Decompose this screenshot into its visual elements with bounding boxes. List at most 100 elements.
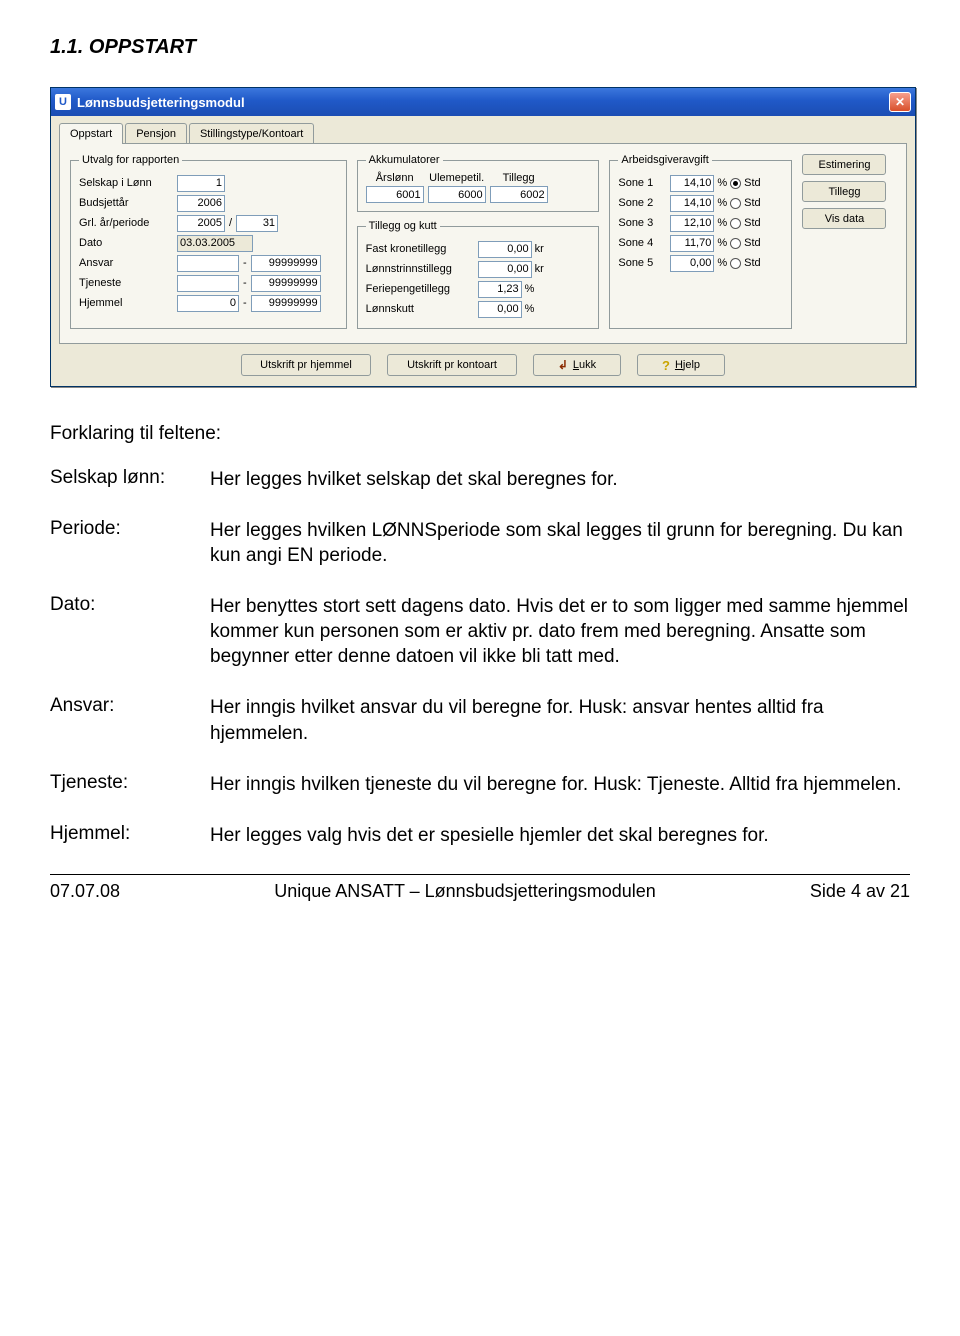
akk-label-0: Årslønn [376,172,414,184]
sone-radio[interactable] [730,178,741,189]
definition-desc: Her legges hvilket selskap det skal bere… [210,467,618,492]
label-lonnskutt: Lønnskutt [366,303,478,315]
input-selskap[interactable] [177,175,225,192]
sone-radio[interactable] [730,258,741,269]
label-feriepenge: Feriepengetillegg [366,283,478,295]
sone-std-label: Std [744,217,761,229]
label-hjemmel: Hjemmel [79,297,177,309]
akk-label-1: Ulemepetil. [429,172,484,184]
middle-column: Akkumulatorer Årslønn Ulemepetil. [357,154,600,329]
page-footer: 07.07.08 Unique ANSATT – Lønnsbudsjetter… [50,874,910,902]
group-utvalg: Utvalg for rapporten Selskap i Lønn Buds… [70,154,347,329]
sone-row: Sone 2% Std [618,194,783,212]
definition-term: Ansvar: [50,695,210,745]
input-grl-period[interactable] [236,215,278,232]
input-hjemmel-to[interactable] [251,295,321,312]
tab-oppstart[interactable]: Oppstart [59,123,123,144]
definition-term: Periode: [50,518,210,568]
unit-pct: % [717,217,727,229]
sone-radio[interactable] [730,218,741,229]
definition-desc: Her benyttes stort sett dagens dato. Hvi… [210,594,910,669]
sone-std-label: Std [744,197,761,209]
sone-radio[interactable] [730,238,741,249]
sone-label: Sone 5 [618,257,670,269]
tab-stillingstype[interactable]: Stillingstype/Kontoart [189,123,314,144]
akk-label-2: Tillegg [503,172,535,184]
definitions: Selskap lønn:Her legges hvilket selskap … [50,467,910,848]
body-heading: Forklaring til feltene: [50,423,910,445]
akk-input-0[interactable] [366,186,424,203]
sone-row: Sone 4% Std [618,234,783,252]
sone-label: Sone 3 [618,217,670,229]
sone-label: Sone 1 [618,177,670,189]
close-icon[interactable]: ✕ [889,92,911,112]
definition-row: Selskap lønn:Her legges hvilket selskap … [50,467,910,492]
titlebar: U Lønnsbudsjetteringsmodul ✕ [51,88,915,116]
window-body: Oppstart Pensjon Stillingstype/Kontoart … [51,116,915,386]
sone-std-label: Std [744,237,761,249]
input-lonnskutt[interactable] [478,301,522,318]
group-arbeidsgiveravgift: Arbeidsgiveravgift Sone 1%StdSone 2%StdS… [609,154,792,329]
button-estimering[interactable]: Estimering [802,154,886,175]
input-feriepenge[interactable] [478,281,522,298]
sone-label: Sone 2 [618,197,670,209]
group-akkumulator: Akkumulatorer Årslønn Ulemepetil. [357,154,600,212]
sone-input[interactable] [670,195,714,212]
input-grl-year[interactable] [177,215,225,232]
input-tjeneste-to[interactable] [251,275,321,292]
app-icon: U [55,94,71,110]
definition-row: Periode:Her legges hvilken LØNNSperiode … [50,518,910,568]
definition-row: Tjeneste:Her inngis hvilken tjeneste du … [50,772,910,797]
unit-pct: % [717,237,727,249]
label-lonnstrinn: Lønnstrinnstillegg [366,263,478,275]
window-title: Lønnsbudsjetteringsmodul [77,95,245,110]
input-fast[interactable] [478,241,532,258]
button-utskrift-hjemmel[interactable]: Utskrift pr hjemmel [241,354,371,376]
definition-desc: Her inngis hvilken tjeneste du vil bereg… [210,772,901,797]
button-tillegg[interactable]: Tillegg [802,181,886,202]
app-window: U Lønnsbudsjetteringsmodul ✕ Oppstart Pe… [50,87,916,387]
label-grl: Grl. år/periode [79,217,177,229]
definition-row: Hjemmel:Her legges valg hvis det er spes… [50,823,910,848]
sone-label: Sone 4 [618,237,670,249]
footer-page: Side 4 av 21 [810,881,910,902]
label-fast: Fast kronetillegg [366,243,478,255]
unit-pct: % [717,177,727,189]
footer-title: Unique ANSATT – Lønnsbudsjetteringsmodul… [274,881,656,902]
input-lonnstrinn[interactable] [478,261,532,278]
tab-panel: Utvalg for rapporten Selskap i Lønn Buds… [59,143,907,344]
button-lukk[interactable]: ↲ Lukk [533,354,621,376]
input-budsjettar[interactable] [177,195,225,212]
sone-row: Sone 5%Std [618,254,783,272]
label-budsjettar: Budsjettår [79,197,177,209]
label-selskap: Selskap i Lønn [79,177,177,189]
group-utvalg-legend: Utvalg for rapporten [79,154,182,166]
input-ansvar-from[interactable] [177,255,239,272]
bottom-button-bar: Utskrift pr hjemmel Utskrift pr kontoart… [59,354,907,376]
sone-input[interactable] [670,215,714,232]
input-hjemmel-from[interactable] [177,295,239,312]
unit-pct: % [717,197,727,209]
input-ansvar-to[interactable] [251,255,321,272]
sone-input[interactable] [670,255,714,272]
button-visdata[interactable]: Vis data [802,208,886,229]
definition-desc: Her legges valg hvis det er spesielle hj… [210,823,769,848]
button-hjelp[interactable]: ? Hjelp [637,354,725,376]
input-dato[interactable] [177,235,253,252]
button-utskrift-kontoart[interactable]: Utskrift pr kontoart [387,354,517,376]
unit-pct: % [525,283,535,295]
akk-input-1[interactable] [428,186,486,203]
button-lukk-label: Lukk [573,359,596,371]
definition-term: Hjemmel: [50,823,210,848]
group-akk-legend: Akkumulatorer [366,154,443,166]
unit-kr: kr [535,243,544,255]
tab-pensjon[interactable]: Pensjon [125,123,187,144]
akk-input-2[interactable] [490,186,548,203]
sone-input[interactable] [670,175,714,192]
sone-input[interactable] [670,235,714,252]
sone-radio[interactable] [730,198,741,209]
group-arbeid-legend: Arbeidsgiveravgift [618,154,711,166]
dash-icon: - [243,277,247,289]
label-ansvar: Ansvar [79,257,177,269]
input-tjeneste-from[interactable] [177,275,239,292]
